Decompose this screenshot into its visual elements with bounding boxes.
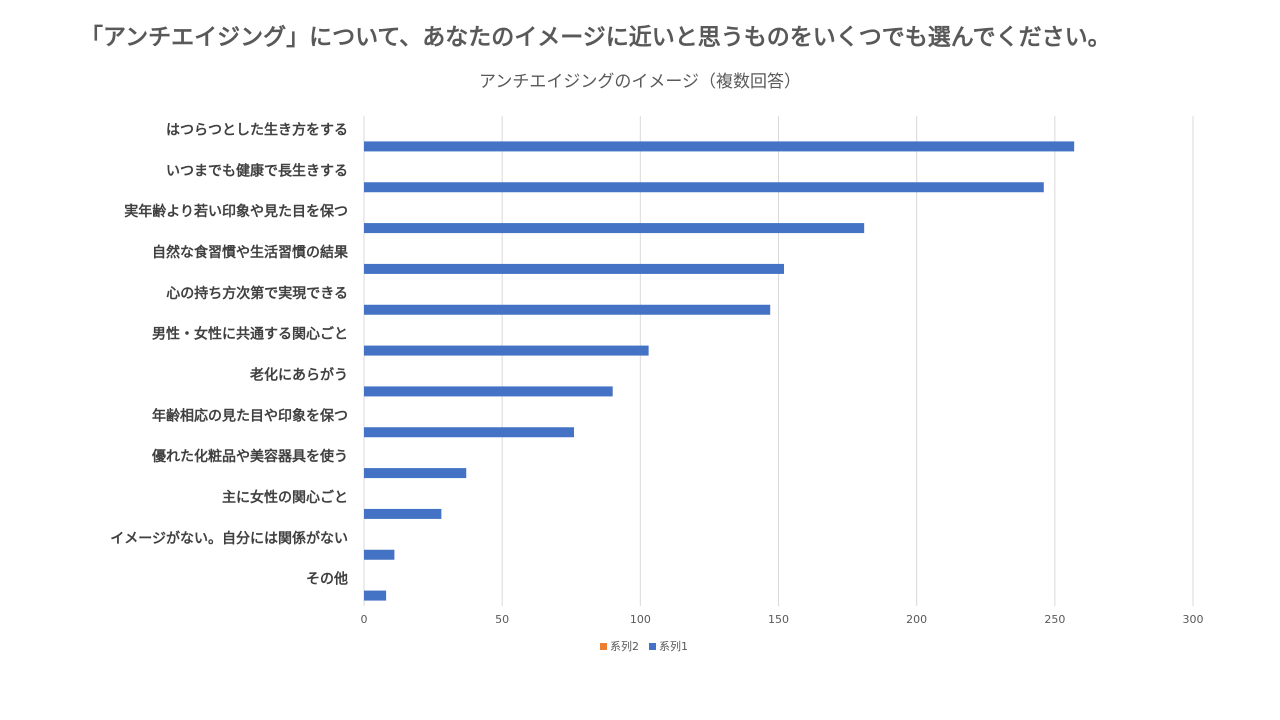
y-tick-label: イメージがない。自分には関係がない (110, 530, 348, 547)
chart-title: アンチエイジングのイメージ（複数回答） (479, 72, 801, 92)
y-tick-label: 実年齢より若い印象や見た目を保つ (124, 203, 348, 220)
x-tick-label: 250 (1044, 613, 1065, 626)
bar (364, 386, 613, 397)
y-tick-label: 老化にあらがう (250, 366, 348, 383)
y-tick-label: いつまでも健康で長生きする (166, 162, 348, 179)
legend-swatch (600, 643, 607, 650)
bar (364, 549, 395, 560)
y-tick-label: 優れた化粧品や美容器具を使う (151, 448, 348, 465)
bar (364, 263, 785, 274)
x-tick-label: 50 (495, 613, 509, 626)
x-tick-label: 150 (768, 613, 789, 626)
y-tick-label: はつらつとした生き方をする (166, 121, 348, 138)
legend-swatch (649, 643, 656, 650)
bar (364, 427, 575, 438)
y-tick-label: 年齢相応の見た目や印象を保つ (152, 407, 348, 424)
bar (364, 508, 442, 519)
bar (364, 304, 771, 315)
slide-title: 「アンチエイジング」について、あなたのイメージに近いと思うものをいくつでも選んで… (80, 24, 1111, 51)
bar (364, 345, 649, 356)
bar (364, 141, 1075, 152)
legend-label: 系列1 (659, 639, 688, 653)
bar (364, 223, 865, 234)
y-tick-label: 自然な食習慣や生活習慣の結果 (152, 244, 349, 261)
y-tick-label: 男性・女性に共通する関心ごと (152, 326, 348, 343)
legend-label: 系列2 (610, 639, 639, 653)
x-tick-label: 100 (630, 613, 651, 626)
bar (364, 468, 467, 479)
y-tick-label: 心の持ち方次第で実現できる (166, 285, 348, 302)
x-tick-label: 300 (1183, 613, 1204, 626)
bar (364, 182, 1044, 193)
y-tick-label: 主に女性の関心ごと (222, 489, 348, 506)
x-tick-label: 0 (361, 613, 368, 626)
x-tick-label: 200 (906, 613, 927, 626)
bar (364, 590, 387, 601)
y-tick-label: その他 (306, 571, 348, 588)
